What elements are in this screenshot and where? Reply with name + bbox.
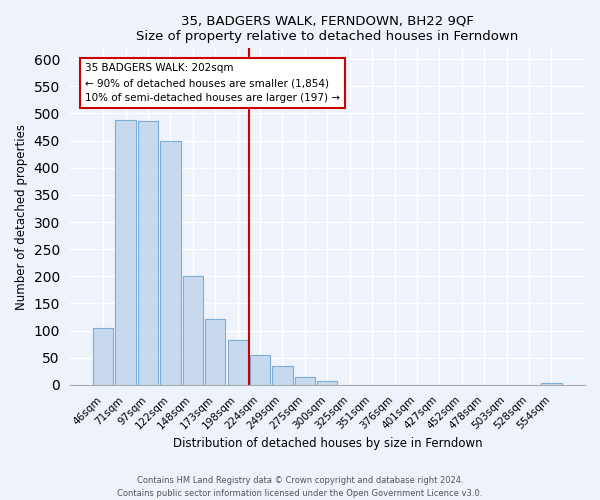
Bar: [317, 380, 337, 385]
Title: 35, BADGERS WALK, FERNDOWN, BH22 9QF
Size of property relative to detached house: 35, BADGERS WALK, FERNDOWN, BH22 9QF Siz…: [136, 15, 518, 43]
Bar: [160, 140, 181, 385]
Text: 35 BADGERS WALK: 202sqm
← 90% of detached houses are smaller (1,854)
10% of semi: 35 BADGERS WALK: 202sqm ← 90% of detache…: [85, 64, 340, 103]
Bar: [138, 120, 158, 385]
Y-axis label: Number of detached properties: Number of detached properties: [15, 124, 28, 310]
Bar: [205, 318, 226, 385]
Bar: [541, 382, 562, 385]
Bar: [183, 276, 203, 385]
X-axis label: Distribution of detached houses by size in Ferndown: Distribution of detached houses by size …: [173, 437, 482, 450]
Bar: [227, 340, 248, 385]
Text: Contains HM Land Registry data © Crown copyright and database right 2024.
Contai: Contains HM Land Registry data © Crown c…: [118, 476, 482, 498]
Bar: [250, 355, 270, 385]
Bar: [295, 376, 315, 385]
Bar: [272, 366, 293, 385]
Bar: [93, 328, 113, 385]
Bar: [115, 120, 136, 385]
